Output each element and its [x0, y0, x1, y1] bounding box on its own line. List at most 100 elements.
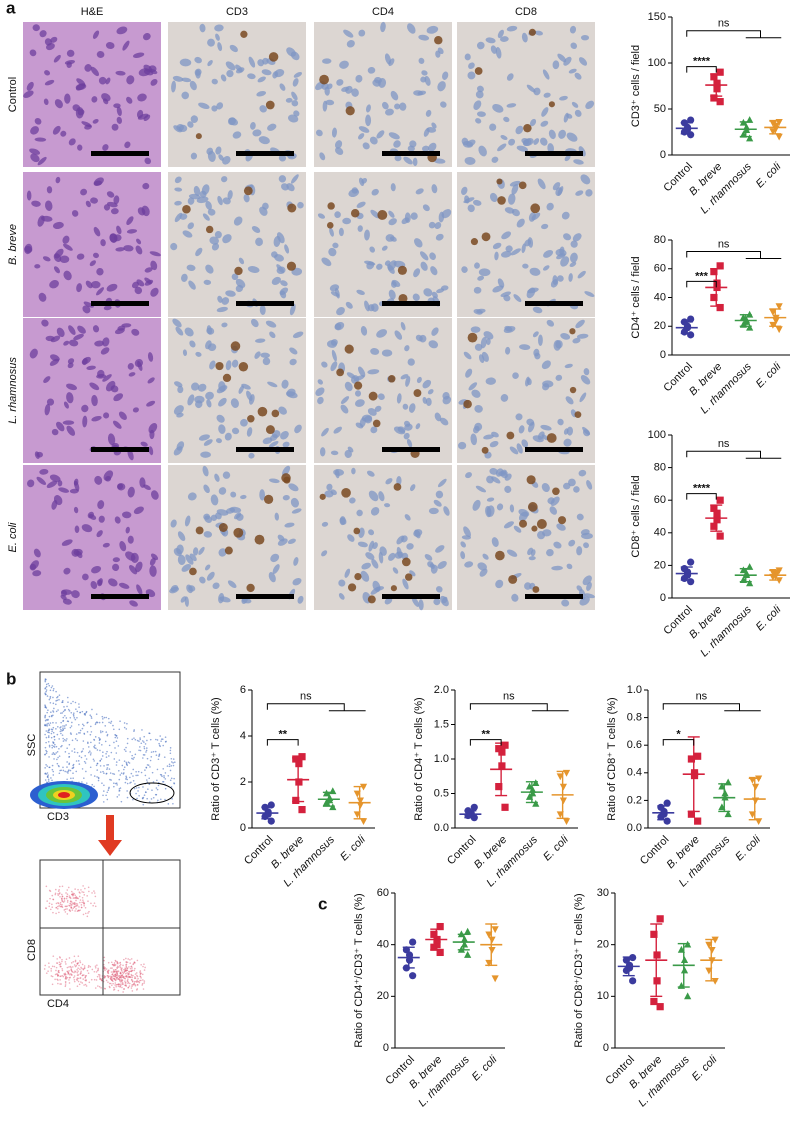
nucleus [214, 24, 224, 32]
flow-event [100, 731, 102, 734]
flow-event [142, 786, 144, 788]
flow-event [89, 714, 92, 716]
flow-event [140, 742, 143, 745]
nucleus [140, 441, 148, 447]
stained-cell [257, 406, 268, 417]
x-tick-label: E. coli [470, 1053, 500, 1083]
flow-event [132, 798, 134, 801]
data-point [663, 817, 671, 825]
data-point [562, 818, 571, 826]
flow-event [132, 780, 135, 782]
flow-event [54, 753, 56, 756]
flow-event [143, 969, 146, 971]
flow-event [115, 973, 118, 975]
nucleus [321, 361, 328, 368]
flow-event [55, 752, 58, 754]
nucleus [172, 318, 182, 328]
flow-event [114, 734, 117, 736]
flow-event [58, 765, 60, 768]
flow-event [130, 974, 133, 977]
nucleus [390, 90, 399, 101]
nucleus [97, 500, 105, 510]
flow-event [85, 985, 88, 987]
flow-event [53, 746, 56, 748]
flow-event [106, 798, 109, 801]
nucleus [494, 251, 499, 261]
nucleus [412, 157, 418, 167]
stained-cell [388, 375, 396, 383]
nucleus [46, 186, 53, 194]
nucleus [393, 140, 401, 148]
nucleus [44, 200, 53, 211]
nucleus [366, 261, 375, 270]
flow-event [45, 972, 48, 974]
flow-event [44, 679, 47, 681]
flow-event [84, 983, 87, 986]
flow-event [123, 722, 126, 724]
flow-event [65, 973, 67, 976]
stained-cell [518, 181, 527, 190]
nucleus [188, 585, 196, 592]
nucleus [186, 264, 196, 271]
flow-event [94, 966, 97, 969]
flow-event [125, 965, 128, 968]
nucleus [573, 486, 580, 493]
data-point [409, 972, 417, 980]
nucleus [546, 549, 554, 557]
nucleus [71, 590, 80, 599]
flow-event [142, 988, 145, 990]
nucleus [434, 222, 442, 229]
flow-event [51, 728, 54, 731]
flow-event [108, 985, 111, 988]
flow-event [146, 781, 149, 783]
flow-event [173, 782, 175, 784]
nucleus [76, 283, 83, 293]
flow-event [66, 766, 68, 768]
nucleus [558, 129, 566, 139]
nucleus [97, 369, 105, 378]
flow-event [91, 892, 93, 894]
flow-event [47, 709, 49, 711]
flow-event [62, 740, 65, 742]
nucleus [495, 47, 502, 59]
nucleus [546, 202, 554, 211]
flow-event [66, 901, 69, 903]
sig-bracket [662, 703, 761, 712]
flow-event [130, 781, 132, 784]
flow-event [173, 777, 175, 780]
nucleus [344, 449, 352, 458]
nucleus [354, 399, 365, 407]
flow-event [56, 699, 59, 702]
flow-event [71, 721, 73, 724]
nucleus [92, 118, 99, 124]
nucleus [288, 483, 299, 492]
nucleus [357, 133, 365, 140]
flow-event [117, 983, 120, 986]
nucleus [400, 374, 409, 380]
nucleus [367, 369, 380, 375]
flow-event [64, 982, 67, 984]
flow-event [113, 785, 115, 788]
nucleus [103, 305, 112, 311]
flow-event [51, 903, 53, 906]
flow-event [91, 968, 94, 971]
flow-event [83, 903, 85, 905]
flow-event [121, 981, 124, 984]
nucleus [105, 42, 115, 49]
flow-event [48, 731, 50, 734]
flow-event [154, 750, 157, 753]
flow-event [48, 766, 51, 769]
stained-cell [531, 525, 538, 532]
flow-event [76, 751, 79, 754]
nucleus [209, 360, 216, 370]
flow-event [65, 975, 67, 978]
y-tick-label: 2 [240, 776, 246, 788]
nucleus [103, 412, 110, 419]
nucleus [374, 405, 382, 412]
nucleus [221, 297, 230, 305]
flow-event [101, 755, 104, 757]
flow-event [59, 903, 62, 906]
nucleus [557, 418, 564, 426]
flow-event [126, 961, 129, 964]
flow-event [119, 976, 121, 979]
